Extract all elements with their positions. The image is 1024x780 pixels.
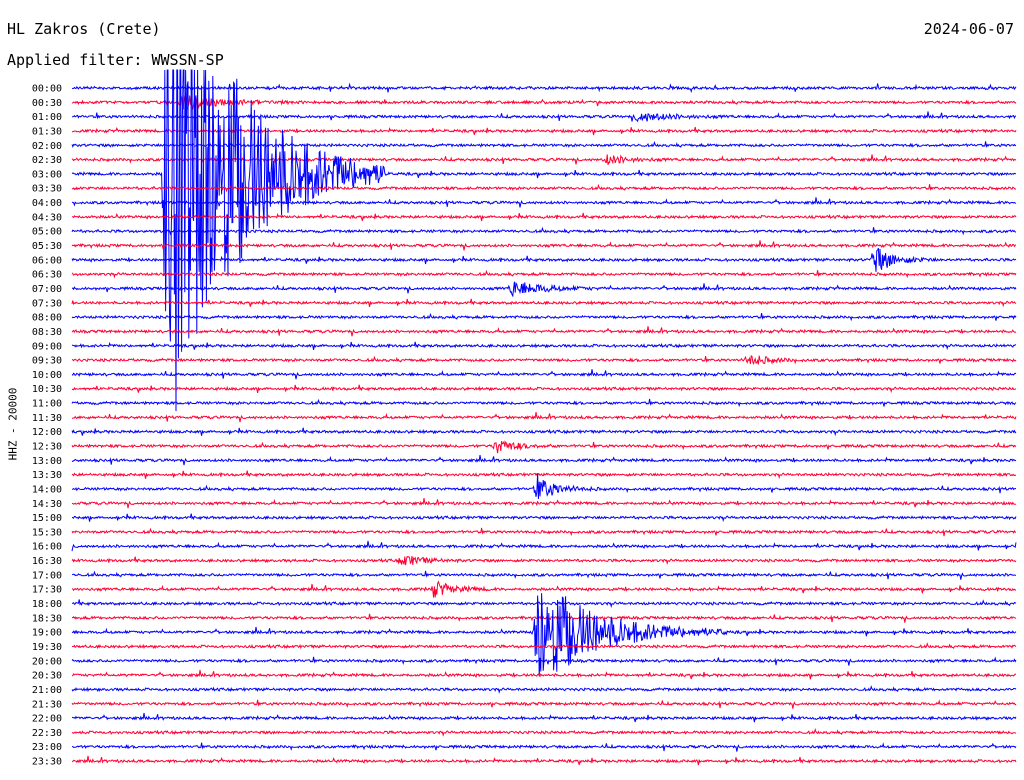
row-time-label: 10:30 [32,384,62,395]
row-time-label: 17:30 [32,585,62,596]
trace-line [71,599,1017,608]
row-time-label: 15:30 [32,527,62,538]
row-time-label: 05:30 [32,241,62,252]
trace-line [71,712,1017,723]
row-time-label: 23:30 [32,757,62,768]
trace-line [71,269,1017,279]
row-time-label: 00:30 [32,98,62,109]
row-time-label: 20:30 [32,671,62,682]
trace-line [71,247,1017,272]
row-time-label: 13:30 [32,470,62,481]
trace-line [71,183,1017,193]
row-time-label: 12:00 [32,427,62,438]
trace-line [71,613,1017,623]
trace-line [71,226,1017,236]
trace-line [71,197,1017,208]
trace-line [71,513,1017,523]
trace-line [71,82,1017,94]
row-time-label: 23:00 [32,742,62,753]
row-time-label: 22:30 [32,728,62,739]
trace-line [71,212,1017,222]
row-time-label: 12:30 [32,442,62,453]
trace-line [71,455,1017,466]
row-time-label: 04:00 [32,198,62,209]
row-time-label: 09:00 [32,341,62,352]
date-label: 2024-06-07 [923,20,1014,38]
row-time-label: 03:00 [32,169,62,180]
row-time-label: 17:00 [32,570,62,581]
trace-line [72,727,1017,737]
row-time-label: 10:00 [32,370,62,381]
row-time-label: 11:00 [32,399,62,410]
trace-line [71,685,1017,694]
trace-line [71,555,1017,566]
trace-line [71,755,1017,766]
station-title: HL Zakros (Crete) [7,20,161,38]
trace-line [71,341,1017,351]
trace-line [71,470,1017,480]
trace-line [71,240,1017,251]
row-time-label: 13:00 [32,456,62,467]
row-time-label: 01:30 [32,126,62,137]
trace-line [71,398,1017,408]
trace-line [71,281,1017,298]
trace-line [71,369,1017,380]
row-time-label: 14:30 [32,499,62,510]
row-time-label: 03:30 [32,184,62,195]
trace-line [71,642,1017,652]
row-time-label: 09:30 [32,356,62,367]
row-time-label: 14:00 [32,484,62,495]
trace-line [71,298,1017,308]
row-time-label: 08:30 [32,327,62,338]
trace-line [71,593,1017,677]
trace-line [71,69,1017,412]
trace-line [71,326,1017,337]
row-time-label: 06:30 [32,270,62,281]
row-time-label: 21:00 [32,685,62,696]
row-time-label: 11:30 [32,413,62,424]
row-time-label: 15:00 [32,513,62,524]
row-time-label: 20:00 [32,656,62,667]
trace-line [71,742,1017,752]
trace-line [71,384,1017,394]
row-time-label: 07:00 [32,284,62,295]
row-time-label: 18:30 [32,613,62,624]
row-time-label: 01:00 [32,112,62,123]
row-time-label: 05:00 [32,227,62,238]
row-time-label: 22:00 [32,714,62,725]
trace-line [71,656,1017,666]
trace-line [71,355,1017,366]
row-time-label: 18:00 [32,599,62,610]
filter-label: Applied filter: WWSSN-SP [7,51,224,69]
row-time-label: 00:00 [32,84,62,95]
row-time-label: 08:00 [32,313,62,324]
row-time-label: 06:00 [32,255,62,266]
row-time-label: 16:00 [32,542,62,553]
trace-line [71,527,1017,537]
row-time-label: 16:30 [32,556,62,567]
trace-line [71,540,1017,552]
trace-line [71,412,1017,423]
trace-line [72,473,1017,500]
trace-line [71,699,1017,709]
trace-line [71,570,1017,580]
trace-line [71,427,1017,437]
row-time-label: 04:30 [32,212,62,223]
row-time-label: 19:30 [32,642,62,653]
trace-line [71,669,1017,680]
row-time-label: 02:30 [32,155,62,166]
row-time-label: 19:00 [32,628,62,639]
row-time-label: 02:00 [32,141,62,152]
trace-line [71,580,1017,598]
row-time-label: 21:30 [32,699,62,710]
trace-line [71,312,1017,322]
row-time-label: 07:30 [32,298,62,309]
trace-line [71,498,1017,509]
trace-line [71,440,1017,454]
